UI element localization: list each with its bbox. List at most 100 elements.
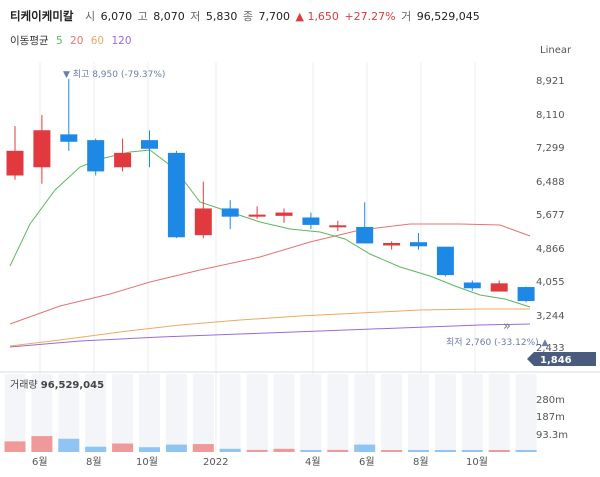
close-label: 종 [242, 10, 253, 23]
volume-bar [300, 450, 322, 452]
ma60-label: 60 [90, 35, 105, 47]
volume-bar [273, 448, 295, 452]
volume-bar [58, 438, 80, 452]
high-label: 고 [137, 10, 148, 23]
candle-body [248, 214, 266, 217]
change-percent: +27.27% [344, 10, 396, 23]
candle-body [329, 225, 347, 228]
open-value: 6,070 [100, 10, 133, 23]
candle-body [517, 287, 535, 302]
volume-column-bg [58, 374, 80, 452]
volume-column-bg [327, 374, 349, 452]
x-tick: 10월 [136, 456, 158, 468]
y-tick: 5,677 [536, 210, 565, 221]
x-tick: 2022 [203, 457, 228, 468]
candle-body [6, 150, 24, 176]
volume-column-bg [31, 374, 53, 452]
candle-body [383, 243, 401, 246]
volume-column-bg [219, 374, 241, 452]
volume-column-bg [461, 374, 483, 452]
volume-bar [434, 450, 456, 452]
candle-body [114, 152, 132, 168]
volume-column-bg [354, 374, 376, 452]
ma20-label: 20 [70, 35, 84, 47]
candle-body [490, 283, 508, 292]
volume-series [4, 374, 537, 452]
change-value: ▲ 1,650 [295, 10, 339, 23]
ma120-label: 120 [111, 35, 132, 47]
x-tick: 4월 [305, 456, 321, 468]
volume-column-bg [273, 374, 295, 452]
y-tick: 8,110 [536, 110, 565, 121]
volume-bar [192, 444, 214, 452]
volume-bar [515, 450, 537, 452]
ma60-line [9, 308, 530, 347]
volume-column-bg [139, 374, 160, 452]
volume-column-bg [165, 374, 187, 452]
current-price-badge: 1,846 [527, 352, 596, 366]
candle-body [275, 212, 293, 216]
volume-column-bg [381, 374, 403, 452]
volume-bar [219, 448, 241, 452]
ma20-line [9, 223, 531, 325]
volume-label: 거 [401, 10, 412, 23]
candle-body [141, 140, 158, 149]
candle-body [463, 282, 481, 289]
volume-bar [246, 449, 268, 452]
y-tick: 2,433 [536, 343, 565, 354]
volume-column-bg [4, 374, 26, 452]
candle-body [221, 208, 239, 217]
low-label: 저 [190, 10, 201, 23]
candle-body [167, 152, 185, 238]
low-value: 5,830 [205, 10, 238, 23]
candle-body [436, 246, 454, 276]
volume-bar [327, 449, 349, 452]
volume-bar [354, 444, 376, 452]
volume-tick: 93.3m [536, 430, 568, 441]
volume-bar [461, 450, 483, 452]
volume-bar [139, 447, 160, 452]
stock-name: 티케이케미칼 [10, 9, 74, 23]
candle-body [60, 134, 78, 142]
y-tick: 7,299 [536, 143, 565, 154]
volume-column-bg [488, 374, 510, 452]
volume-column-bg [112, 374, 134, 452]
current-price-value: 1,846 [540, 355, 572, 366]
price-header: 티케이케미칼 시 6,070 고 8,070 저 5,830 종 7,700 ▲… [10, 8, 600, 28]
volume-bar [112, 443, 134, 452]
volume-y-axis: 280m 187m 93.3m [536, 395, 568, 441]
volume-column-bg [192, 374, 214, 452]
volume-column-bg [246, 374, 268, 452]
x-tick: 6월 [32, 456, 48, 468]
ma5-line [9, 149, 531, 308]
moving-average-label: 이동평균 [10, 35, 49, 47]
x-axis: 6월 8월 10월 2022 4월 6월 8월 10월 [32, 456, 488, 468]
candle-body [302, 217, 320, 225]
volume-column-bg [408, 374, 429, 452]
low-annotation: 최저 2,760 (-33.12%) ▲ [446, 337, 548, 348]
moving-average-legend[interactable]: 이동평균 5 20 60 120 [10, 33, 136, 48]
y-tick: 4,866 [536, 244, 565, 255]
scale-mode-toggle[interactable]: Linear [540, 45, 572, 56]
volume-tick: 187m [536, 412, 565, 423]
ma5-label: 5 [55, 35, 63, 47]
volume-bar [381, 450, 403, 452]
volume-panel-value: 96,529,045 [41, 380, 104, 391]
high-value: 8,070 [153, 10, 185, 23]
chart-area[interactable]: ▼ 최고 8,950 (-79.37%) 최저 2,760 (-33.12%) … [0, 62, 600, 473]
candle-body [33, 130, 51, 168]
volume-bar [488, 450, 510, 452]
candle-series [6, 78, 535, 303]
volume-column-bg [85, 374, 107, 452]
y-tick: 6,488 [536, 177, 565, 188]
x-tick: 6월 [359, 456, 375, 468]
candle-body [194, 208, 212, 236]
y-tick: 3,244 [536, 311, 565, 322]
y-tick: 4,055 [536, 277, 565, 288]
volume-panel-label: 거래량 96,529,045 [10, 379, 104, 391]
x-tick: 10월 [466, 456, 488, 468]
volume-panel-title: 거래량 [10, 379, 38, 391]
scroll-right-icon[interactable]: » [503, 319, 511, 334]
volume-bar [408, 450, 429, 452]
y-tick: 8,921 [536, 76, 565, 87]
